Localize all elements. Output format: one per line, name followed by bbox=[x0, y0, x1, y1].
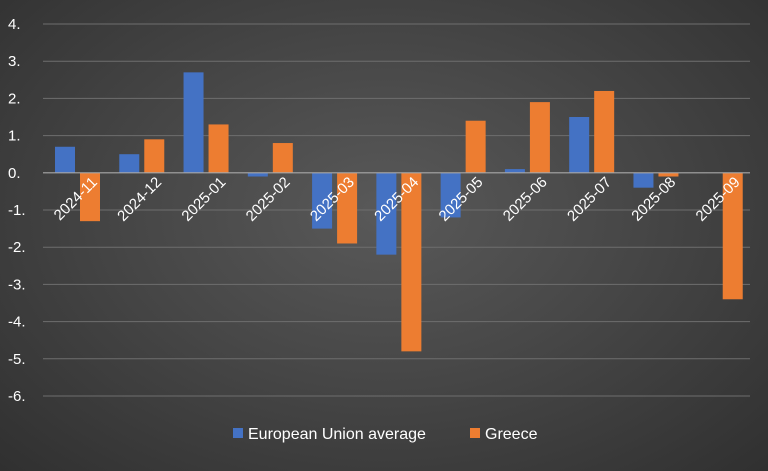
x-category-label: 2025-06 bbox=[500, 174, 551, 225]
bar-eu-average-2025-07 bbox=[569, 117, 590, 173]
bar-eu-average-2025-05 bbox=[440, 172, 461, 218]
x-category-label: 2025-07 bbox=[564, 174, 615, 225]
legend-swatch-greece bbox=[470, 428, 480, 438]
bar-greece-2025-02 bbox=[272, 143, 293, 173]
bar-eu-average-2025-04 bbox=[376, 172, 397, 255]
bar-greece-2025-06 bbox=[529, 102, 550, 173]
y-tick-label: -6. bbox=[8, 388, 26, 405]
bar-greece-2025-08 bbox=[658, 172, 679, 177]
bar-eu-average-2025-01 bbox=[183, 72, 204, 173]
bar-eu-average-2025-06 bbox=[504, 169, 525, 173]
y-tick-label: 0. bbox=[8, 165, 21, 182]
legend-swatch-eu-average bbox=[233, 428, 243, 438]
bar-greece-2024-12 bbox=[144, 139, 165, 173]
bar-eu-average-2025-03 bbox=[312, 172, 333, 229]
x-category-label: 2025-01 bbox=[178, 174, 229, 225]
legend-label-greece: Greece bbox=[485, 426, 538, 443]
bar-eu-average-2024-12 bbox=[119, 154, 140, 173]
legend: European Union average Greece bbox=[233, 426, 538, 443]
bar-greece-2025-01 bbox=[208, 124, 229, 173]
grid-layer bbox=[43, 23, 750, 397]
y-axis-ticks: 4. 3. 2. 1. 0. -1. -2. -3. -4. -5. -6. bbox=[8, 16, 26, 405]
bar-eu-average-2024-11 bbox=[55, 146, 75, 173]
bar-eu-average-2025-02 bbox=[247, 172, 268, 177]
y-tick-label: -5. bbox=[8, 351, 26, 368]
bar-greece-2024-11 bbox=[80, 172, 100, 222]
y-tick-label: -2. bbox=[8, 239, 26, 256]
y-tick-label: -3. bbox=[8, 276, 26, 293]
x-category-label: 2025-02 bbox=[243, 174, 294, 225]
y-tick-label: 3. bbox=[8, 53, 21, 70]
bar-greece-2025-07 bbox=[594, 90, 615, 173]
y-tick-label: 1. bbox=[8, 128, 21, 145]
y-tick-label: -4. bbox=[8, 314, 26, 331]
bar-greece-2025-04 bbox=[401, 172, 422, 352]
legend-label-eu-average: European Union average bbox=[248, 426, 426, 443]
bar-eu-average-2025-08 bbox=[633, 172, 654, 188]
y-tick-label: 4. bbox=[8, 16, 21, 33]
bars-layer bbox=[55, 72, 743, 352]
y-tick-label: 2. bbox=[8, 90, 21, 107]
bar-greece-2025-03 bbox=[337, 172, 358, 244]
bar-greece-2025-05 bbox=[465, 120, 486, 173]
y-tick-label: -1. bbox=[8, 202, 26, 219]
x-category-label: 2024-12 bbox=[114, 174, 165, 225]
bar-greece-2025-09 bbox=[722, 172, 743, 300]
